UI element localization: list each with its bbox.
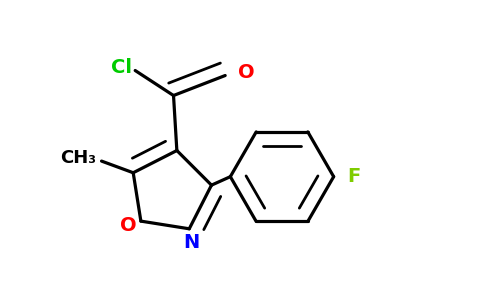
Text: F: F xyxy=(347,167,360,186)
Text: Cl: Cl xyxy=(111,58,132,77)
Text: O: O xyxy=(120,216,136,235)
Text: N: N xyxy=(183,233,199,252)
Text: O: O xyxy=(238,63,255,82)
Text: CH₃: CH₃ xyxy=(60,149,96,167)
